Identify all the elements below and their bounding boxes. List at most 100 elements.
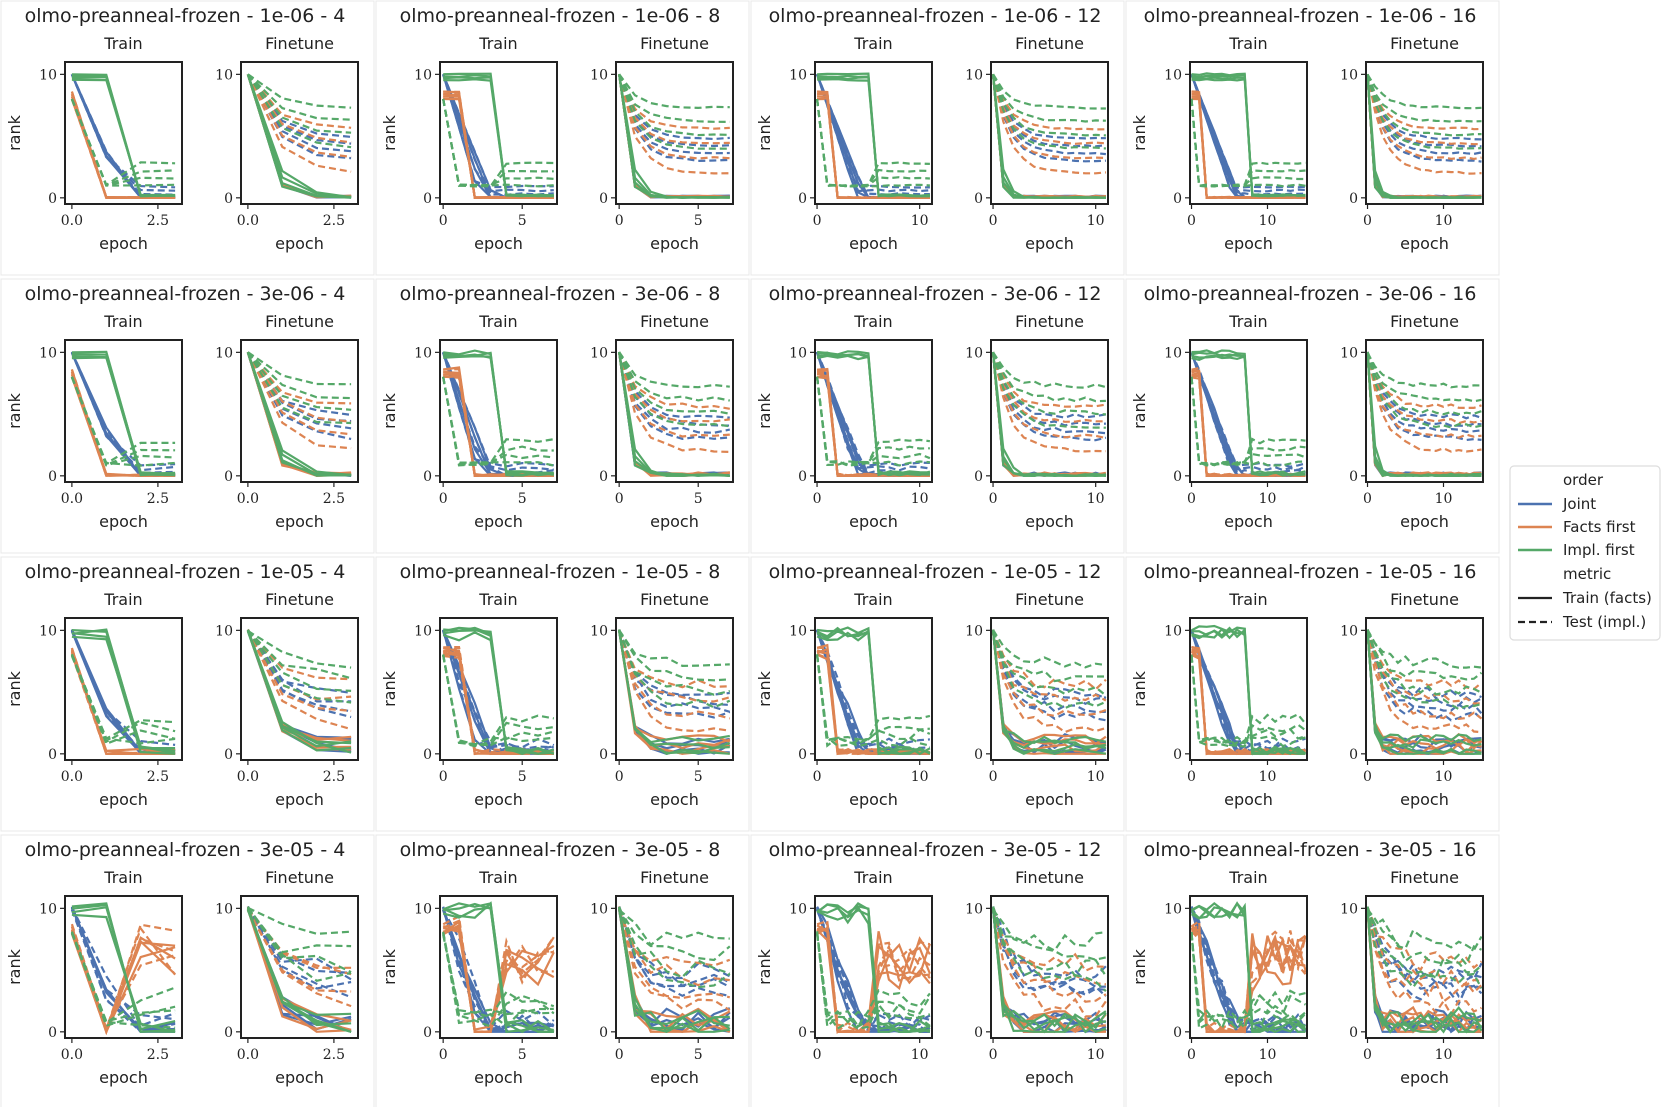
x-tick-label: 2.5 [147, 213, 169, 229]
series-line [443, 78, 554, 198]
series-line [70, 654, 176, 741]
series-line [1366, 352, 1482, 425]
y-tick-label: 0 [423, 1025, 432, 1041]
facet-title: olmo-preanneal-frozen - 3e-06 - 8 [400, 283, 721, 305]
series-line [1366, 629, 1482, 749]
series-line [618, 351, 730, 389]
x-axis-label: epoch [275, 790, 324, 809]
train-subplot: Train 0 10 0 10 epoch rank [1130, 590, 1308, 809]
series-line [618, 352, 730, 453]
series-line [70, 630, 176, 746]
series-lines [1366, 73, 1482, 199]
finetune-subplot: Finetune 0 10 0 10 epoch [965, 590, 1109, 809]
legend-box [1509, 465, 1661, 641]
y-axis-label: rank [1130, 948, 1149, 985]
x-tick-label: 0 [615, 491, 624, 507]
series-line [1366, 631, 1482, 734]
axes-frame [615, 895, 734, 1039]
x-axis-label: epoch [1025, 1068, 1074, 1087]
x-axis-label: epoch [99, 1068, 148, 1087]
y-tick-label: 10 [965, 901, 983, 917]
x-axis-label: epoch [1400, 790, 1449, 809]
x-tick-label: 2.5 [323, 491, 345, 507]
series-line [1366, 907, 1482, 1007]
series-line [618, 352, 730, 427]
series-line [1191, 77, 1306, 198]
series-line [618, 630, 730, 733]
series-line [1366, 73, 1482, 110]
series-lines [1366, 629, 1483, 756]
x-tick-label: 2.5 [323, 769, 345, 785]
x-tick-label: 0.0 [237, 213, 259, 229]
series-line [1190, 655, 1307, 745]
series-line [247, 629, 352, 680]
series-line [816, 654, 931, 745]
series-line [618, 630, 730, 689]
x-tick-label: 10 [1087, 213, 1105, 229]
legend-order-label: Impl. first [1563, 541, 1635, 559]
series-line [816, 903, 931, 1033]
facet-frame [750, 0, 1125, 276]
series-line [992, 629, 1107, 702]
x-tick-label: 0 [1363, 491, 1372, 507]
series-line [992, 74, 1106, 123]
series-line [992, 630, 1107, 750]
facet-frame [375, 278, 750, 554]
series-line [1190, 648, 1306, 756]
series-lines [246, 351, 352, 477]
subplot-title: Train [853, 868, 892, 887]
y-tick-label: 10 [414, 623, 432, 639]
series-line [246, 74, 352, 199]
series-line [1366, 74, 1482, 163]
series-line [816, 376, 931, 466]
series-line [71, 628, 176, 750]
train-subplot: Train 0 10 0.0 2.5 epoch rank [5, 868, 183, 1087]
series-line [1366, 909, 1482, 1028]
series-line [70, 73, 176, 189]
subplot-title: Train [853, 312, 892, 331]
facet-title: olmo-preanneal-frozen - 3e-06 - 4 [25, 283, 346, 305]
y-tick-label: 0 [599, 191, 608, 207]
series-line [618, 351, 730, 428]
legend-order-title: order [1563, 471, 1604, 489]
series-line [246, 351, 352, 450]
series-line [816, 376, 930, 467]
series-line [992, 629, 1106, 714]
series-lines [992, 351, 1107, 477]
facet-panel: olmo-preanneal-frozen - 3e-05 - 12 Train 0… [750, 834, 1125, 1107]
series-line [1366, 909, 1483, 1029]
series-line [1366, 906, 1482, 1032]
series-line [1190, 654, 1306, 748]
series-line [1366, 351, 1482, 434]
series-line [618, 629, 730, 706]
y-axis-label: rank [755, 670, 774, 707]
series-line [1366, 74, 1482, 199]
x-tick-label: 10 [911, 491, 929, 507]
y-tick-label: 10 [789, 623, 807, 639]
series-line [247, 907, 352, 954]
series-line [246, 351, 352, 425]
series-line [71, 635, 176, 755]
y-tick-label: 10 [1164, 67, 1182, 83]
series-line [618, 629, 731, 703]
series-line [1366, 352, 1482, 478]
y-tick-label: 10 [1164, 345, 1182, 361]
y-tick-label: 0 [974, 1025, 983, 1041]
series-line [992, 73, 1106, 145]
x-tick-label: 0.0 [61, 1047, 83, 1063]
series-line [1190, 98, 1306, 188]
series-line [443, 654, 555, 756]
train-subplot: Train 0 10 0 5 epoch rank [380, 590, 558, 809]
axes-frame [240, 617, 359, 761]
y-tick-label: 10 [414, 67, 432, 83]
series-lines [442, 72, 554, 199]
series-line [992, 629, 1107, 744]
x-axis-label: epoch [650, 790, 699, 809]
y-tick-label: 10 [965, 623, 983, 639]
series-lines [442, 349, 555, 477]
x-tick-label: 0 [439, 769, 448, 785]
series-line [992, 630, 1106, 683]
series-line [1366, 907, 1482, 1028]
facet-title: olmo-preanneal-frozen - 1e-05 - 16 [1144, 561, 1477, 583]
axes-frame [64, 617, 183, 761]
